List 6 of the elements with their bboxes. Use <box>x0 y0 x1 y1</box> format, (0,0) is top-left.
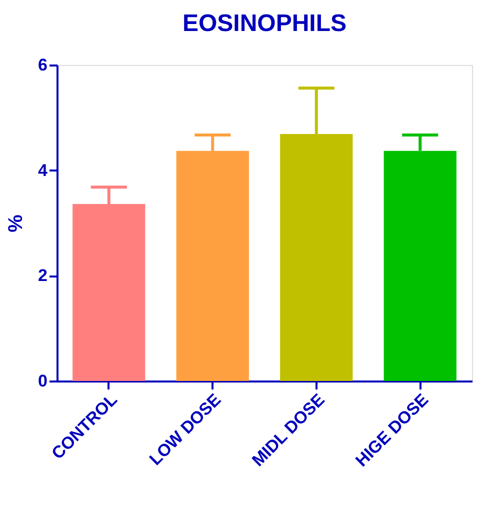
y-tick-label: 6 <box>38 56 48 74</box>
chart-title: EOSINOPHILS <box>182 10 347 37</box>
y-tick-label: 2 <box>38 266 48 286</box>
y-tick-label: 4 <box>38 160 48 180</box>
y-tick-label: 0 <box>38 372 48 390</box>
y-axis-title: % <box>5 214 28 232</box>
